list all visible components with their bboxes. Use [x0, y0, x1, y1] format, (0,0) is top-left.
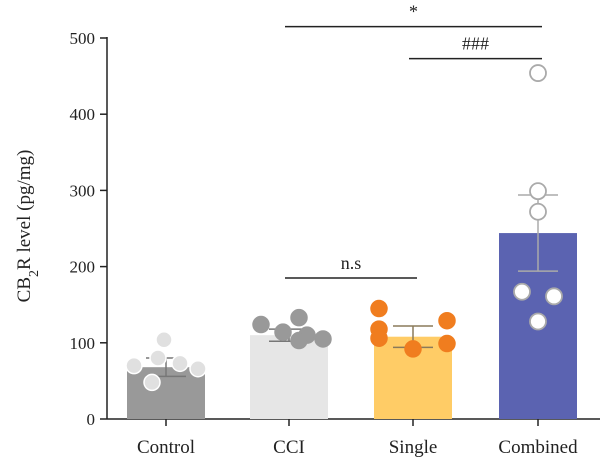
y-tick-label: 100 — [70, 334, 96, 353]
x-tick-label: Combined — [498, 437, 578, 458]
x-tick-label: Single — [389, 437, 438, 458]
data-point — [314, 330, 332, 348]
data-point — [171, 354, 189, 373]
data-point — [438, 311, 456, 330]
data-point — [370, 329, 388, 347]
data-point — [125, 356, 143, 375]
data-point — [545, 287, 563, 306]
data-point — [252, 315, 270, 334]
significance-annotations: * ### n.s — [285, 2, 542, 279]
bar — [250, 335, 328, 419]
significance-label: n.s — [341, 253, 362, 273]
y-axis-label: CB2R level (pg/mg) — [14, 150, 42, 303]
y-tick-label: 0 — [87, 410, 96, 429]
x-tick-label: CCI — [273, 437, 305, 458]
y-tick-label: 400 — [70, 105, 96, 124]
y-tick-label: 300 — [70, 181, 96, 200]
data-point — [370, 299, 388, 318]
data-point — [155, 331, 173, 349]
data-point — [438, 334, 456, 353]
data-point — [513, 282, 531, 301]
data-point — [529, 312, 547, 331]
data-point — [143, 373, 161, 392]
axes: 0 100 200 300 400 500 Control CCI Single Combined — [70, 29, 600, 458]
data-point — [290, 331, 308, 350]
significance-label: ### — [462, 34, 489, 54]
data-points — [125, 64, 563, 392]
data-point — [149, 349, 167, 367]
y-tick-label: 200 — [70, 258, 96, 277]
data-point — [529, 182, 547, 201]
data-point — [274, 323, 292, 341]
data-point — [529, 64, 547, 82]
x-tick-label: Control — [137, 437, 195, 458]
data-point — [189, 359, 207, 378]
data-point — [404, 340, 422, 358]
error-bars — [146, 194, 558, 378]
data-point — [290, 308, 308, 327]
significance-label: * — [409, 2, 418, 22]
y-tick-label: 500 — [70, 29, 96, 48]
data-point — [529, 202, 547, 221]
